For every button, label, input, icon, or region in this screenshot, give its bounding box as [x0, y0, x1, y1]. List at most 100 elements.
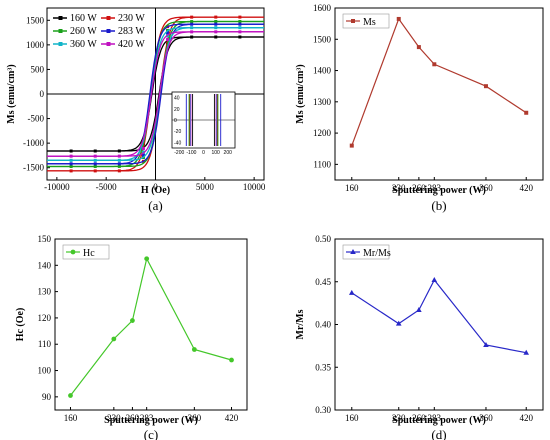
data-point-marker	[190, 22, 194, 26]
data-point-marker	[190, 15, 194, 19]
y-axis-label: Hc (Oe)	[15, 308, 26, 342]
plot-frame-d	[334, 238, 544, 411]
data-point-marker	[166, 34, 170, 38]
y-tick-label: 1500	[26, 15, 45, 25]
panel-label-d: (d)	[431, 427, 446, 440]
y-tick-label: 500	[31, 64, 45, 74]
data-point-marker	[190, 20, 194, 24]
x-tick-label: 160	[64, 413, 78, 423]
data-point-marker	[69, 162, 73, 166]
x-tick-label: 360	[479, 183, 493, 193]
series-line	[351, 17, 527, 146]
data-point-marker	[93, 169, 97, 173]
data-point	[191, 347, 197, 352]
data-point-marker	[238, 15, 242, 19]
x-tick-label: 10000	[243, 182, 266, 192]
x-tick-label: 0	[153, 182, 158, 192]
y-tick-label: 100	[38, 366, 52, 376]
legend-label: 160 W	[70, 13, 97, 24]
inset-x-tick-label: -100	[186, 150, 196, 156]
x-tick-label: 260	[126, 413, 140, 423]
data-point	[523, 349, 530, 355]
x-tick-label: -5000	[96, 182, 117, 192]
inset-y-tick-label: 20	[174, 107, 180, 113]
x-tick-label: 420	[225, 413, 239, 423]
x-tick-label: 260	[412, 413, 426, 423]
x-tick-label: 260	[412, 183, 426, 193]
data-point-marker	[69, 149, 73, 153]
legend-marker	[58, 29, 63, 33]
loop-down-283-W	[47, 23, 264, 165]
data-point-marker	[190, 30, 194, 34]
legend-marker	[351, 19, 355, 23]
data-point-marker	[238, 35, 242, 39]
legend-marker	[70, 249, 76, 255]
data-point	[348, 289, 355, 295]
y-tick-label: 140	[38, 260, 52, 270]
legend-box	[62, 244, 110, 260]
data-point-marker	[69, 158, 73, 162]
x-axis-label: Sputtering power (W)	[392, 415, 486, 426]
data-point	[416, 45, 421, 50]
x-tick-label: 5000	[196, 182, 215, 192]
y-tick-label: -1000	[23, 138, 44, 148]
legend-box	[342, 244, 390, 260]
y-tick-label: 130	[38, 287, 52, 297]
data-point-marker	[93, 154, 97, 158]
data-point-marker	[93, 158, 97, 162]
inset-y-tick-label: 0	[174, 118, 177, 124]
data-point-marker	[214, 15, 218, 19]
legend-marker	[106, 29, 111, 33]
data-point-marker	[166, 31, 170, 35]
y-tick-label: 1100	[313, 159, 331, 169]
y-tick-label: 1500	[313, 34, 332, 44]
legend-marker	[106, 16, 111, 20]
data-point	[130, 318, 135, 323]
x-tick-label: -10000	[44, 182, 70, 192]
loop-down-160-W	[47, 36, 264, 152]
data-point-marker	[214, 20, 218, 24]
data-point-marker	[238, 22, 242, 26]
data-point-marker	[117, 162, 121, 166]
data-point-marker	[214, 30, 218, 34]
loop-down-260-W	[47, 20, 264, 168]
data-point-marker	[238, 30, 242, 34]
data-point-marker	[238, 26, 242, 30]
x-tick-label: 360	[188, 413, 202, 423]
legend-marker	[58, 16, 63, 20]
x-tick-label: 360	[479, 413, 493, 423]
legend-label: Mr/Ms	[363, 248, 391, 259]
x-tick-label: 283	[428, 183, 442, 193]
legend-marker	[58, 42, 63, 46]
data-point-marker	[117, 158, 121, 162]
panel-label-a: (a)	[148, 198, 162, 213]
x-tick-label: 230	[107, 413, 121, 423]
data-point-marker	[190, 26, 194, 30]
legend-marker	[106, 42, 111, 46]
y-tick-label: 1200	[313, 128, 332, 138]
x-axis-label: Sputtering power (W)	[392, 185, 486, 196]
series-line	[70, 256, 232, 396]
data-point-marker	[93, 149, 97, 153]
data-point-marker	[93, 164, 97, 168]
x-tick-label: 160	[345, 413, 359, 423]
data-point-marker	[69, 164, 73, 168]
inset-y-tick-label: -20	[174, 129, 181, 135]
data-point-marker	[93, 162, 97, 166]
panel-label-b: (b)	[431, 198, 446, 213]
inset-x-tick-label: -200	[174, 150, 184, 156]
y-tick-label: 0	[40, 89, 45, 99]
y-axis-label: Ms (emu/cm³)	[6, 64, 17, 123]
data-point	[111, 336, 117, 342]
x-tick-label: 283	[428, 413, 442, 423]
legend-marker	[350, 249, 356, 254]
legend-label: Ms	[363, 17, 376, 28]
data-point-marker	[190, 35, 194, 39]
y-tick-label: 110	[38, 339, 52, 349]
y-tick-label: -500	[28, 114, 45, 124]
y-tick-label: 0.50	[315, 234, 331, 244]
inset-x-tick-label: 0	[202, 150, 205, 156]
data-point	[431, 277, 438, 283]
y-tick-label: 0.45	[315, 277, 331, 287]
